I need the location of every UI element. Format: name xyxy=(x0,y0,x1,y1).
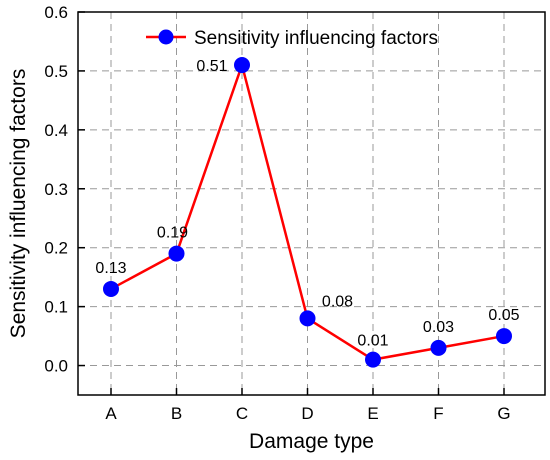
y-tick-label: 0.5 xyxy=(44,62,68,81)
x-tick-label: F xyxy=(433,404,443,423)
y-tick-label: 0.2 xyxy=(44,239,68,258)
axis-ticks: 0.0 0.1 0.2 0.3 0.4 0.5 0.6 A B C D E F G xyxy=(44,3,510,423)
data-point xyxy=(496,328,512,345)
y-tick-label: 0.0 xyxy=(44,357,68,376)
data-label: 0.03 xyxy=(423,319,454,336)
data-point xyxy=(365,351,381,368)
plot-frame xyxy=(77,11,546,396)
data-label: 0.13 xyxy=(95,260,126,277)
legend-marker xyxy=(158,29,174,45)
data-point xyxy=(430,339,447,356)
data-label: 0.19 xyxy=(157,225,188,242)
grid-lines xyxy=(78,11,545,395)
x-tick-label: C xyxy=(236,404,248,423)
data-label: 0.08 xyxy=(322,293,353,310)
data-point xyxy=(168,245,185,262)
x-tick-label: G xyxy=(497,404,510,423)
data-point xyxy=(103,280,119,297)
data-point xyxy=(234,57,250,74)
data-labels: 0.13 0.19 0.51 0.08 0.01 0.03 0.05 xyxy=(95,58,519,350)
legend-label: Sensitivity influencing factors xyxy=(194,28,438,49)
data-label: 0.51 xyxy=(196,58,227,75)
x-tick-label: B xyxy=(171,404,182,423)
x-tick-label: D xyxy=(301,404,313,423)
x-tick-label: A xyxy=(105,404,117,423)
data-label: 0.01 xyxy=(357,333,388,350)
legend: Sensitivity influencing factors xyxy=(146,28,438,49)
y-tick-label: 0.1 xyxy=(44,298,68,317)
data-label: 0.05 xyxy=(488,307,519,324)
y-axis-title: Sensitivity influencing factors xyxy=(7,69,30,339)
y-tick-label: 0.3 xyxy=(44,180,68,199)
x-axis-title: Damage type xyxy=(249,430,374,453)
y-tick-label: 0.6 xyxy=(44,3,68,22)
x-tick-label: E xyxy=(367,404,378,423)
data-points xyxy=(103,57,512,368)
y-tick-label: 0.4 xyxy=(44,121,68,140)
data-point xyxy=(299,310,316,327)
